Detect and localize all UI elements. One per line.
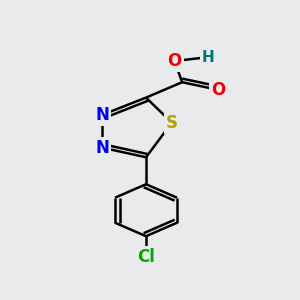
Text: S: S — [166, 114, 178, 132]
Text: H: H — [202, 50, 214, 65]
Text: O: O — [211, 81, 226, 99]
Text: O: O — [167, 52, 182, 70]
Text: N: N — [95, 106, 109, 124]
Text: N: N — [95, 139, 109, 157]
Text: Cl: Cl — [137, 248, 155, 266]
